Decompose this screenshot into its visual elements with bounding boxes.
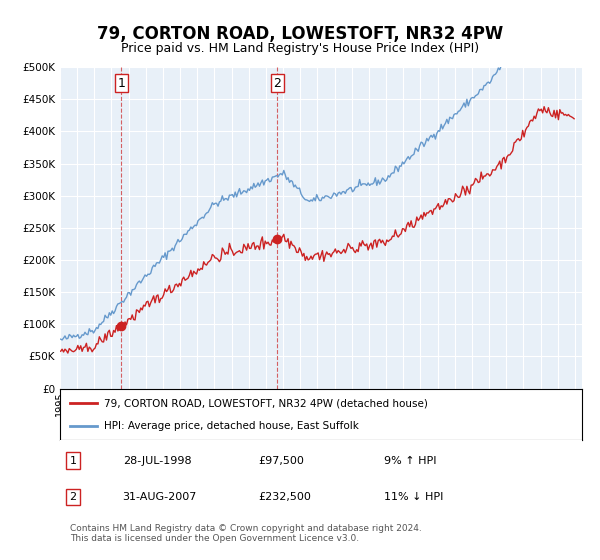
Text: Price paid vs. HM Land Registry's House Price Index (HPI): Price paid vs. HM Land Registry's House … [121,42,479,55]
Text: 28-JUL-1998: 28-JUL-1998 [122,456,191,466]
Text: 31-AUG-2007: 31-AUG-2007 [122,492,197,502]
Text: 1: 1 [118,77,125,90]
Text: 79, CORTON ROAD, LOWESTOFT, NR32 4PW (detached house): 79, CORTON ROAD, LOWESTOFT, NR32 4PW (de… [104,398,428,408]
Text: 79, CORTON ROAD, LOWESTOFT, NR32 4PW: 79, CORTON ROAD, LOWESTOFT, NR32 4PW [97,25,503,43]
Text: 1: 1 [70,456,77,466]
Text: Contains HM Land Registry data © Crown copyright and database right 2024.
This d: Contains HM Land Registry data © Crown c… [70,524,422,543]
Text: 9% ↑ HPI: 9% ↑ HPI [383,456,436,466]
Text: 11% ↓ HPI: 11% ↓ HPI [383,492,443,502]
Text: 2: 2 [70,492,77,502]
Text: £232,500: £232,500 [259,492,311,502]
Text: 2: 2 [274,77,281,90]
Text: £97,500: £97,500 [259,456,304,466]
Text: HPI: Average price, detached house, East Suffolk: HPI: Average price, detached house, East… [104,421,359,431]
